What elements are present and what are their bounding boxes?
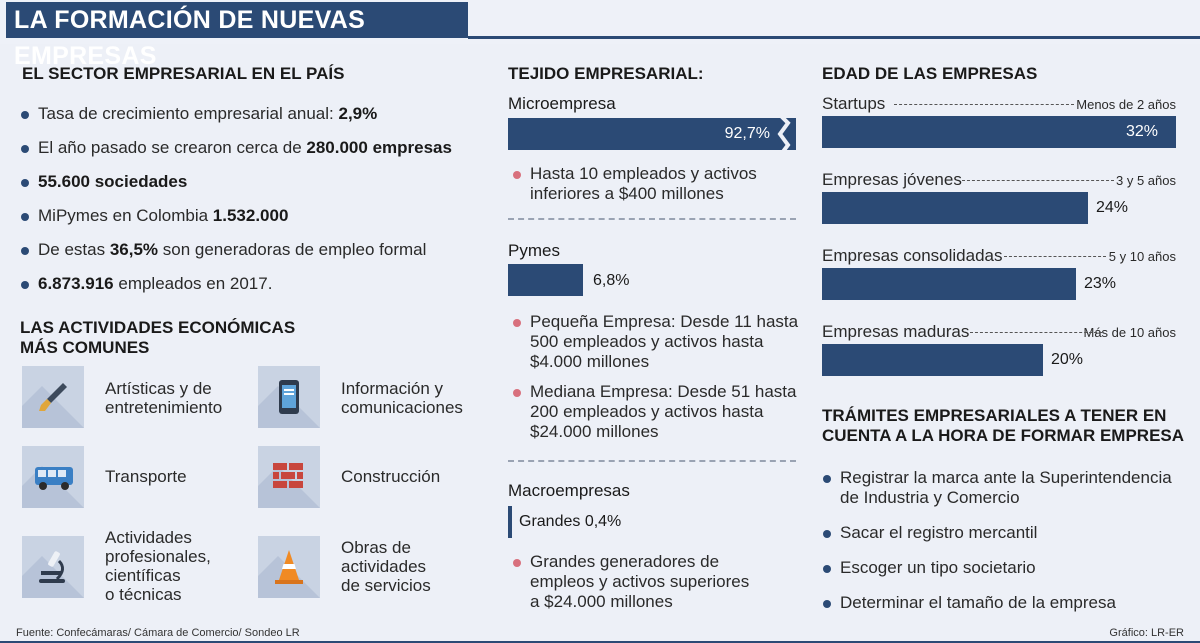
list-item: Grandes generadores de empleos y activos … — [512, 552, 802, 612]
source-note: Fuente: Confecámaras/ Cámara de Comercio… — [16, 627, 300, 639]
list-item: MiPymes en Colombia 1.532.000 — [20, 206, 490, 226]
age-label: Empresas consolidadas — [822, 246, 1003, 265]
list-item: Mediana Empresa: Desde 51 hasta 200 emple… — [512, 382, 802, 442]
micro-value: 92,7% — [724, 125, 770, 142]
age-bar — [822, 344, 1043, 376]
age-bar — [822, 192, 1088, 224]
footer-line — [0, 641, 1200, 643]
age-label: Empresas jóvenes — [822, 170, 962, 189]
page-title: LA FORMACIÓN DE NUEVAS EMPRESAS — [6, 2, 468, 70]
age-label: Startups — [822, 94, 886, 113]
activity-label: Artísticas y de entretenimiento — [105, 379, 223, 417]
age-leader-line — [962, 180, 1114, 181]
divider — [508, 218, 796, 220]
list-item: El año pasado se crearon cerca de 280.00… — [20, 138, 490, 158]
pymes-bar — [508, 264, 583, 296]
paintbrush-icon — [22, 366, 84, 428]
list-item: Pequeña Empresa: Desde 11 hasta 500 emple… — [512, 312, 802, 372]
bar-break-icon — [777, 115, 791, 153]
tramites-list: Registrar la marca ante la Superintenden… — [822, 468, 1192, 613]
age-value: 20% — [1051, 351, 1084, 368]
age-range: Menos de 2 años — [1076, 97, 1176, 112]
age-leader-line — [894, 104, 1074, 105]
brick-wall-icon — [258, 446, 320, 508]
list-item: Hasta 10 empleados y activos inferiores a… — [512, 164, 802, 204]
tramites-heading: TRÁMITES EMPRESARIALES A TENER EN CUENTA… — [822, 406, 1185, 445]
pymes-value: 6,8% — [593, 272, 630, 289]
age-bar — [822, 268, 1076, 300]
macro-bar — [508, 506, 512, 538]
activity-label: Información y comunicaciones — [341, 379, 463, 417]
macro-value: Grandes 0,4% — [519, 513, 622, 530]
list-item: Determinar el tamaño de la empresa — [822, 593, 1192, 613]
micro-note: Hasta 10 empleados y activos inferiores a… — [512, 164, 802, 204]
divider — [508, 460, 796, 462]
age-leader-line — [1004, 256, 1106, 257]
activity-label: Obras de actividades de servicios — [341, 538, 431, 595]
list-item: Tasa de crecimiento empresarial anual: 2… — [20, 104, 490, 124]
bus-icon — [22, 446, 84, 508]
age-value: 32% — [1126, 123, 1159, 140]
microscope-icon — [22, 536, 84, 598]
actividades-heading: LAS ACTIVIDADES ECONÓMICAS MÁS COMUNES — [20, 318, 296, 357]
age-leader-line — [970, 332, 1102, 333]
traffic-cone-icon — [258, 536, 320, 598]
micro-label: Microempresa — [508, 94, 616, 113]
micro-bar — [508, 118, 796, 150]
activity-label: Transporte — [105, 467, 187, 486]
list-item: 55.600 sociedades — [20, 172, 490, 192]
activity-label: Actividades profesionales, científicas o… — [105, 528, 211, 604]
age-bar — [822, 116, 1176, 148]
age-label: Empresas maduras — [822, 322, 970, 341]
title-underline — [468, 36, 1200, 39]
title-bar: LA FORMACIÓN DE NUEVAS EMPRESAS — [0, 0, 1200, 70]
age-range: Más de 10 años — [1083, 325, 1176, 340]
list-item: Registrar la marca ante la Superintenden… — [822, 468, 1192, 508]
sector-list: Tasa de crecimiento empresarial anual: 2… — [20, 104, 490, 294]
smartphone-icon — [258, 366, 320, 428]
tejido-heading: TEJIDO EMPRESARIAL: — [508, 64, 704, 83]
list-item: Escoger un tipo societario — [822, 558, 1192, 578]
activity-label: Construcción — [341, 467, 441, 486]
credit-note: Gráfico: LR-ER — [1109, 627, 1184, 639]
pymes-notes: Pequeña Empresa: Desde 11 hasta 500 emple… — [512, 312, 802, 442]
list-item: 6.873.916 empleados en 2017. — [20, 274, 490, 294]
macro-label: Macroempresas — [508, 481, 630, 500]
sector-heading: EL SECTOR EMPRESARIAL EN EL PAÍS — [22, 64, 345, 83]
age-value: 23% — [1084, 275, 1117, 292]
pymes-label: Pymes — [508, 241, 560, 260]
edad-heading: EDAD DE LAS EMPRESAS — [822, 64, 1038, 83]
macro-note: Grandes generadores de empleos y activos … — [512, 552, 802, 612]
age-range: 5 y 10 años — [1108, 249, 1176, 264]
list-item: De estas 36,5% son generadoras de empleo… — [20, 240, 490, 260]
age-range: 3 y 5 años — [1116, 173, 1176, 188]
list-item: Sacar el registro mercantil — [822, 523, 1192, 543]
age-value: 24% — [1096, 199, 1129, 216]
